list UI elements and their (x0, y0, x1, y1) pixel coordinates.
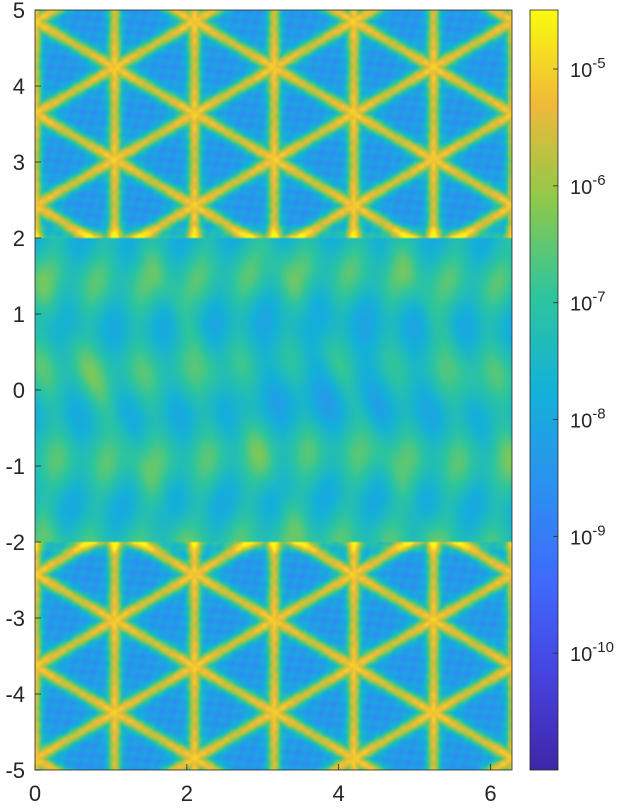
y-tick-label: -5 (5, 758, 25, 783)
plot-area (35, 10, 512, 770)
y-tick-label: 1 (13, 302, 25, 327)
y-tick-label: 4 (13, 74, 25, 99)
y-tick-label: 0 (13, 378, 25, 403)
y-tick-label: 5 (13, 0, 25, 23)
x-tick-label: 4 (333, 781, 345, 806)
x-tick-label: 6 (484, 781, 496, 806)
colorbar-tick-label: 10-9 (570, 522, 606, 549)
heatmap-image (35, 10, 512, 770)
x-tick-label: 0 (29, 781, 41, 806)
colorbar-tick-label: 10-5 (570, 55, 606, 82)
y-tick-label: -3 (5, 606, 25, 631)
x-axis: 0 2 4 6 (29, 764, 497, 806)
y-tick-label: -1 (5, 454, 25, 479)
y-tick-label: 2 (13, 226, 25, 251)
colorbar-tick-label: 10-7 (570, 289, 606, 316)
colorbar-axis: 10-10 10-9 10-8 10-7 10-6 10-5 (553, 55, 614, 666)
y-axis: 5 4 3 2 1 0 -1 -2 -3 -4 -5 (5, 0, 41, 783)
x-tick-label: 2 (181, 781, 193, 806)
colorbar (529, 9, 559, 771)
colorbar-tick-label: 10-10 (570, 639, 614, 666)
y-tick-label: -4 (5, 682, 25, 707)
y-tick-label: 3 (13, 150, 25, 175)
colorbar-tick-label: 10-6 (570, 172, 606, 199)
colorbar-tick-label: 10-8 (570, 406, 606, 433)
y-tick-label: -2 (5, 530, 25, 555)
